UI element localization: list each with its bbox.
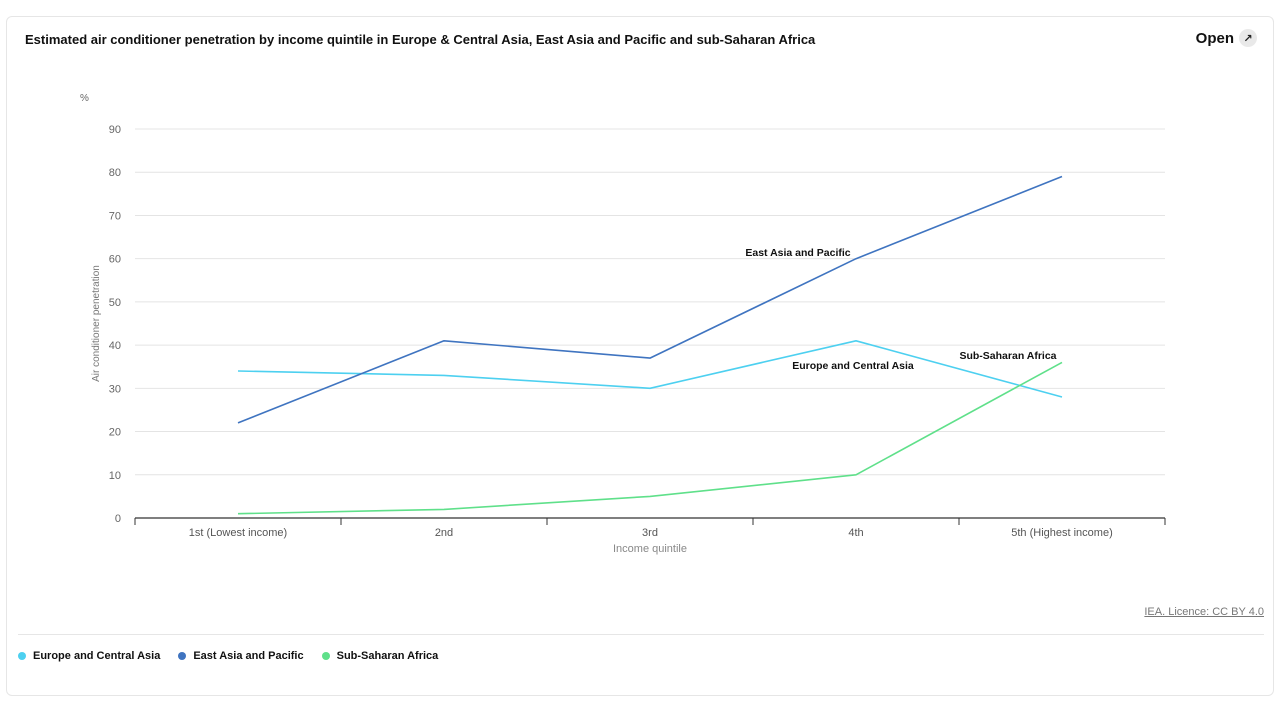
open-label: Open (1195, 29, 1234, 47)
open-button[interactable]: Open ↗ (1196, 29, 1257, 47)
legend-item-sub-saharan-africa[interactable]: Sub-Saharan Africa (321, 650, 439, 662)
legend-dot (18, 652, 26, 660)
series-annotation: East Asia and Pacific (745, 247, 850, 259)
expand-arrow-icon: ↗ (1239, 29, 1257, 47)
y-tick-label: 80 (109, 167, 121, 179)
x-tick-label: 1st (Lowest income) (189, 527, 287, 539)
licence-link[interactable]: IEA. Licence: CC BY 4.0 (1144, 606, 1264, 618)
legend-item-east-asia-pacific[interactable]: East Asia and Pacific (178, 650, 304, 662)
series-line-sub-saharan-africa (237, 361, 1063, 515)
y-tick-label: 90 (109, 124, 121, 136)
y-unit-label: % (80, 93, 89, 104)
x-tick-label: 5th (Highest income) (1011, 527, 1113, 539)
x-tick-label: 2nd (435, 527, 453, 539)
legend-dot (321, 652, 330, 660)
series-annotation: Europe and Central Asia (792, 360, 914, 372)
legend-label: Europe and Central Asia (33, 650, 161, 662)
y-tick-label: 10 (109, 470, 121, 482)
y-tick-label: 20 (109, 427, 121, 439)
series-line-europe-and-central-asia (237, 339, 1063, 398)
legend-label: East Asia and Pacific (193, 650, 304, 662)
legend-label: Sub-Saharan Africa (336, 650, 439, 662)
legend-divider (18, 634, 1264, 635)
legend: Europe and Central Asia East Asia and Pa… (18, 650, 438, 662)
y-tick-label: 40 (109, 340, 121, 352)
y-tick-label: 0 (115, 513, 121, 525)
chart-title: Estimated air conditioner penetration by… (25, 32, 816, 47)
x-axis-title: Income quintile (613, 543, 687, 555)
y-tick-label: 50 (109, 297, 121, 309)
series-line-east-asia-and-pacific (237, 175, 1063, 424)
line-chart: 0 10 20 30 40 50 60 70 80 90% Air conditioner pene… (80, 93, 1166, 555)
x-tick-label: 4th (848, 527, 863, 539)
y-tick-label: 70 (109, 210, 121, 222)
y-axis-title: Air conditioner penetration (91, 265, 102, 382)
legend-dot (178, 652, 187, 660)
legend-item-europe-central-asia[interactable]: Europe and Central Asia (18, 650, 160, 662)
series-annotation: Sub-Saharan Africa (959, 350, 1056, 362)
y-tick-label: 30 (109, 383, 121, 395)
x-tick-label: 3rd (642, 527, 658, 539)
y-tick-label: 60 (109, 254, 121, 266)
